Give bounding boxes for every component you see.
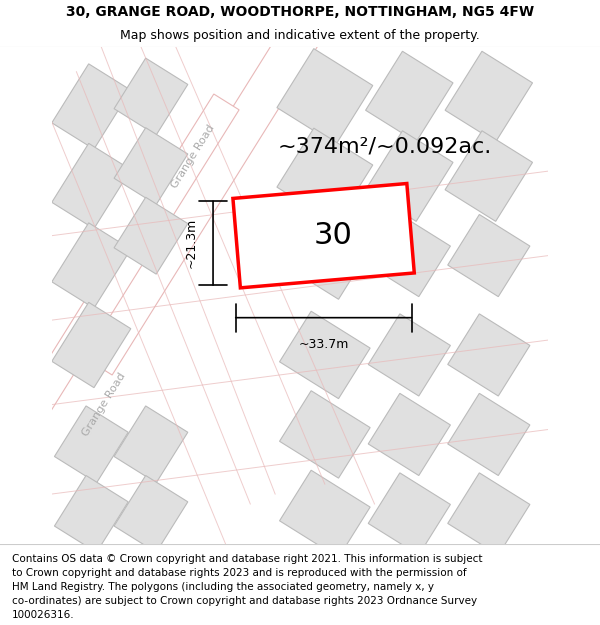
Polygon shape [52, 143, 131, 229]
Polygon shape [445, 131, 533, 221]
Polygon shape [368, 214, 451, 297]
Polygon shape [280, 212, 370, 299]
Polygon shape [52, 302, 131, 388]
Polygon shape [114, 198, 188, 274]
Text: 30: 30 [314, 221, 353, 250]
Polygon shape [114, 127, 188, 204]
Polygon shape [365, 51, 453, 142]
Polygon shape [448, 214, 530, 297]
Polygon shape [3, 94, 239, 447]
Polygon shape [277, 49, 373, 144]
Polygon shape [448, 314, 530, 396]
Polygon shape [52, 64, 131, 149]
Text: to Crown copyright and database rights 2023 and is reproduced with the permissio: to Crown copyright and database rights 2… [12, 568, 467, 578]
Polygon shape [233, 184, 414, 288]
Polygon shape [368, 314, 451, 396]
Polygon shape [79, 17, 323, 375]
Polygon shape [114, 406, 188, 483]
Text: ~21.3m: ~21.3m [184, 218, 197, 268]
Text: Grange Road: Grange Road [80, 371, 127, 438]
Polygon shape [368, 393, 451, 476]
Polygon shape [448, 473, 530, 555]
Text: co-ordinates) are subject to Crown copyright and database rights 2023 Ordnance S: co-ordinates) are subject to Crown copyr… [12, 596, 477, 606]
Polygon shape [280, 391, 370, 478]
Text: Grange Road: Grange Road [170, 122, 217, 189]
Polygon shape [277, 128, 373, 224]
Text: 30, GRANGE ROAD, WOODTHORPE, NOTTINGHAM, NG5 4FW: 30, GRANGE ROAD, WOODTHORPE, NOTTINGHAM,… [66, 5, 534, 19]
Text: ~374m²/~0.092ac.: ~374m²/~0.092ac. [277, 136, 491, 156]
Text: ~33.7m: ~33.7m [298, 339, 349, 351]
Polygon shape [55, 406, 128, 483]
Polygon shape [52, 223, 131, 308]
Polygon shape [114, 476, 188, 552]
Polygon shape [448, 393, 530, 476]
Polygon shape [55, 476, 128, 552]
Text: 100026316.: 100026316. [12, 611, 74, 621]
Polygon shape [368, 473, 451, 555]
Text: Map shows position and indicative extent of the property.: Map shows position and indicative extent… [120, 29, 480, 42]
Polygon shape [445, 51, 533, 142]
Polygon shape [280, 470, 370, 558]
Text: HM Land Registry. The polygons (including the associated geometry, namely x, y: HM Land Registry. The polygons (includin… [12, 582, 434, 592]
Polygon shape [365, 131, 453, 221]
Polygon shape [114, 58, 188, 135]
Text: Contains OS data © Crown copyright and database right 2021. This information is : Contains OS data © Crown copyright and d… [12, 554, 482, 564]
Polygon shape [280, 311, 370, 399]
